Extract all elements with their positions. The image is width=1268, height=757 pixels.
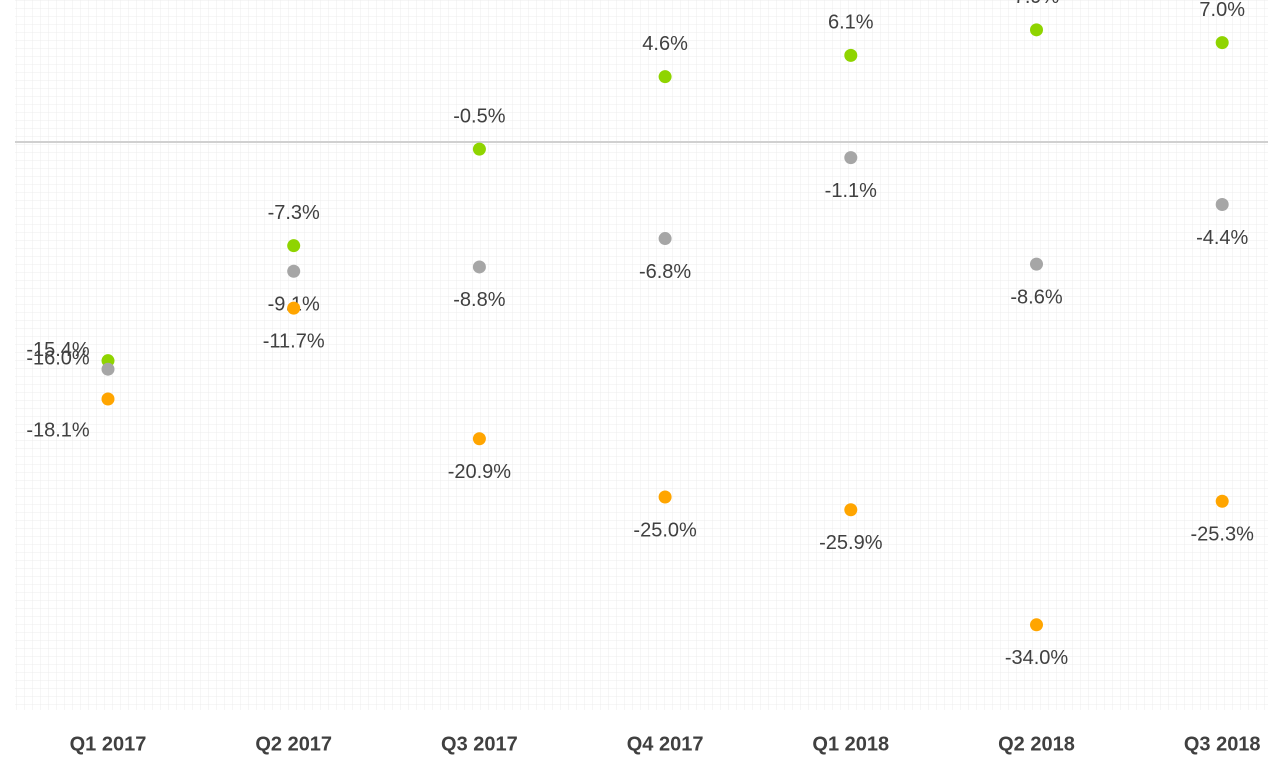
x-tick-label: Q2 2017 [255, 733, 332, 755]
data-label: 6.1% [828, 12, 874, 34]
data-label: 4.6% [642, 33, 688, 55]
x-tick-label: Q3 2017 [441, 733, 518, 755]
data-point [1030, 23, 1043, 37]
data-point [101, 362, 115, 376]
data-point [472, 142, 486, 156]
data-label: -25.0% [633, 519, 697, 541]
x-tick-label: Q2 2018 [998, 733, 1075, 755]
data-point [1215, 494, 1229, 508]
data-point [287, 239, 301, 253]
data-label: 7.9% [1014, 0, 1060, 8]
data-point [844, 151, 858, 165]
data-point [287, 264, 301, 278]
data-label: -1.1% [825, 180, 877, 202]
data-label: -11.7% [263, 330, 325, 352]
data-point [101, 392, 115, 406]
data-label: -8.8% [453, 289, 505, 311]
data-label: -7.3% [268, 202, 320, 224]
data-point [1030, 618, 1043, 632]
data-label: -4.4% [1196, 227, 1248, 249]
data-point [658, 70, 672, 84]
data-label: -20.9% [448, 461, 512, 483]
data-point [287, 301, 301, 315]
data-point [844, 503, 858, 517]
data-label: -15.4% [26, 339, 90, 361]
data-point [472, 432, 486, 446]
x-tick-label: Q1 2017 [70, 733, 147, 755]
data-label: -0.5% [453, 105, 505, 127]
data-label: -16.0% [26, 347, 90, 369]
data-label: 7.0% [1199, 0, 1245, 21]
x-tick-label: Q4 2017 [627, 733, 704, 755]
x-tick-label: Q3 2018 [1184, 733, 1261, 755]
data-point [658, 490, 672, 504]
x-tick-label: Q1 2018 [812, 733, 889, 755]
data-point [844, 48, 858, 62]
data-label: -25.3% [1191, 524, 1255, 546]
data-label: -18.1% [26, 419, 90, 441]
data-label: -34.0% [1005, 647, 1069, 669]
data-point [1215, 36, 1229, 50]
data-point [1215, 197, 1229, 211]
grid-background [15, 0, 1268, 710]
data-label: -25.9% [819, 532, 883, 554]
data-label: -6.8% [639, 261, 691, 283]
data-label: -8.6% [1010, 286, 1062, 308]
data-point [1030, 257, 1043, 271]
data-point [472, 260, 486, 274]
data-point [658, 232, 672, 246]
